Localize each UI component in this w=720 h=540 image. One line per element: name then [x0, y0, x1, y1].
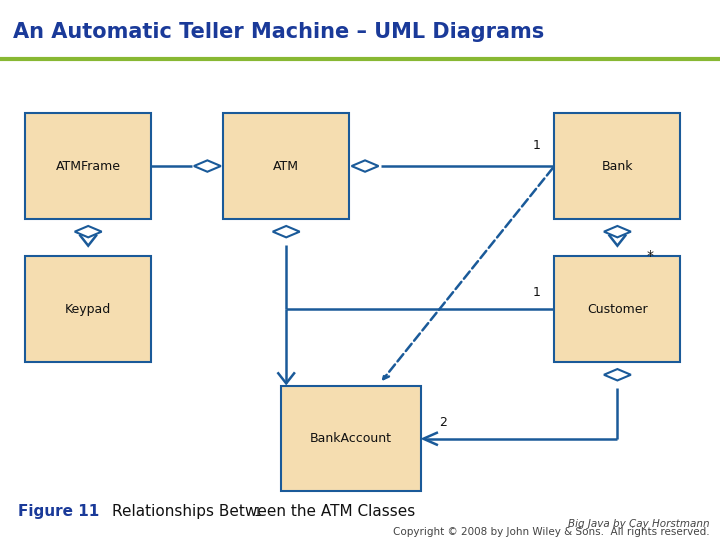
- Text: 2: 2: [439, 416, 446, 429]
- Text: ATMFrame: ATMFrame: [55, 159, 121, 173]
- Text: 1: 1: [533, 139, 540, 152]
- Bar: [281, 386, 421, 491]
- Text: Relationships Between the ATM Classes: Relationships Between the ATM Classes: [112, 504, 415, 519]
- Polygon shape: [604, 226, 631, 238]
- Text: Big Java by Cay Horstmann: Big Java by Cay Horstmann: [567, 519, 709, 529]
- Text: 1: 1: [533, 286, 540, 300]
- Text: ATM: ATM: [273, 159, 300, 173]
- Text: An Automatic Teller Machine – UML Diagrams: An Automatic Teller Machine – UML Diagra…: [13, 22, 544, 43]
- Bar: [25, 113, 151, 219]
- Polygon shape: [194, 160, 221, 172]
- Text: Bank: Bank: [602, 159, 633, 173]
- Bar: [25, 256, 151, 362]
- Bar: [554, 113, 680, 219]
- Polygon shape: [604, 369, 631, 381]
- Text: Keypad: Keypad: [65, 302, 112, 316]
- Polygon shape: [273, 226, 300, 238]
- Polygon shape: [351, 160, 379, 172]
- Text: BankAccount: BankAccount: [310, 432, 392, 445]
- Text: 1: 1: [253, 507, 261, 519]
- Polygon shape: [75, 226, 102, 238]
- Text: *: *: [647, 249, 653, 263]
- Text: Customer: Customer: [587, 302, 648, 316]
- Bar: [223, 113, 349, 219]
- Bar: [554, 256, 680, 362]
- Text: Copyright © 2008 by John Wiley & Sons.  All rights reserved.: Copyright © 2008 by John Wiley & Sons. A…: [392, 528, 709, 537]
- Text: Figure 11: Figure 11: [18, 504, 99, 519]
